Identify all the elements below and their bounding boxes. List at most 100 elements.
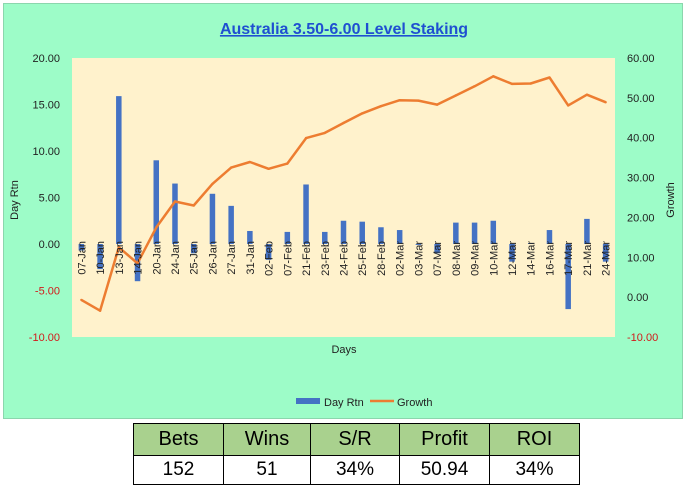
- x-tick-12-mar: 12-Mar: [507, 241, 519, 276]
- x-tick-08-mar: 08-Mar: [451, 241, 463, 276]
- bar-21-feb: [303, 184, 309, 244]
- x-tick-10-jan: 10-Jan: [95, 241, 107, 275]
- value-bets: 152: [133, 455, 224, 485]
- growth-point-20-jan: [155, 226, 158, 229]
- growth-point-24-mar: [604, 101, 607, 104]
- x-tick-26-jan: 26-Jan: [207, 241, 219, 275]
- growth-point-07-mar: [435, 103, 439, 106]
- growth-point-21-feb: [304, 136, 308, 140]
- bar-23-feb: [322, 231, 328, 244]
- left-tick-5: -5.00: [35, 286, 60, 298]
- bar-07-jan: [78, 244, 85, 251]
- x-tick-03-mar: 03-Mar: [413, 241, 425, 276]
- left-tick-4: 0.00: [39, 239, 60, 251]
- left-axis-ticks: 20.00 15.00 10.00 5.00 0.00 -5.00 -10.00: [29, 53, 60, 344]
- x-tick-27-jan: 27-Jan: [226, 241, 238, 275]
- header-bets: Bets: [133, 423, 224, 456]
- right-tick-0: 60.00: [627, 53, 655, 65]
- growth-point-16-mar: [548, 76, 551, 79]
- growth-point-24-feb: [342, 121, 345, 125]
- legend-swatch-day-rtn: [296, 398, 320, 404]
- chart-panel: Australia 3.50-6.00 Level Staking 20.00 1…: [3, 3, 683, 419]
- growth-point-08-mar: [454, 94, 458, 97]
- legend: Day Rtn Growth: [296, 397, 432, 409]
- line-series-growth: [80, 75, 607, 312]
- bar-16-mar: [546, 230, 553, 244]
- bar-09-mar: [471, 222, 478, 244]
- bar-13-jan: [116, 96, 122, 244]
- right-tick-6: 0.00: [627, 292, 648, 304]
- x-tick-24-jan: 24-Jan: [170, 241, 182, 275]
- bar-12-mar: [509, 244, 515, 262]
- bar-26-jan: [209, 193, 216, 244]
- growth-point-17-mar: [566, 104, 570, 107]
- x-tick-02-feb: 02-Feb: [264, 241, 276, 276]
- bar-10-mar: [490, 220, 497, 244]
- x-tick-28-feb: 28-Feb: [376, 241, 388, 276]
- left-tick-1: 15.00: [32, 100, 60, 112]
- bar-20-jan: [153, 160, 160, 244]
- x-tick-14-jan: 14-Jan: [133, 241, 145, 275]
- x-axis-title: Days: [331, 344, 357, 356]
- growth-point-10-jan: [98, 309, 102, 312]
- growth-point-12-mar: [510, 82, 514, 86]
- right-tick-3: 30.00: [627, 173, 655, 185]
- right-tick-5: 10.00: [627, 252, 655, 264]
- x-tick-09-mar: 09-Mar: [470, 241, 482, 276]
- plot-area: [72, 58, 615, 337]
- bar-28-feb: [378, 227, 384, 244]
- bar-07-mar: [434, 244, 440, 254]
- growth-point-09-mar: [473, 85, 476, 88]
- left-tick-3: 5.00: [39, 193, 60, 205]
- x-tick-24-mar: 24-Mar: [601, 241, 613, 276]
- left-tick-2: 10.00: [32, 146, 60, 158]
- growth-point-28-feb: [379, 105, 383, 108]
- value-wins: 51: [223, 455, 311, 485]
- bar-03-mar: [415, 244, 422, 245]
- x-tick-25-jan: 25-Jan: [189, 241, 201, 275]
- growth-point-13-jan: [117, 246, 121, 249]
- x-tick-10-mar: 10-Mar: [488, 241, 500, 276]
- x-tick-07-jan: 07-Jan: [76, 241, 88, 275]
- right-axis-ticks: 60.00 50.00 40.00 30.00 20.00 10.00 0.00 -10.00: [627, 53, 658, 344]
- right-tick-1: 50.00: [627, 93, 655, 105]
- value-profit: 50.94: [399, 455, 490, 485]
- x-tick-16-mar: 16-Mar: [545, 241, 557, 276]
- bar-24-feb: [340, 220, 347, 244]
- bar-17-mar: [565, 244, 571, 310]
- legend-label-growth: Growth: [397, 397, 432, 409]
- stats-value-row: 152 51 34% 50.94 34%: [133, 455, 580, 485]
- x-tick-25-feb: 25-Feb: [357, 241, 369, 276]
- bar-07-feb: [284, 231, 291, 244]
- x-tick-21-mar: 21-Mar: [582, 241, 594, 276]
- x-tick-31-jan: 31-Jan: [245, 241, 257, 275]
- bar-27-jan: [228, 205, 234, 244]
- growth-point-23-feb: [323, 131, 326, 135]
- x-tick-21-feb: 21-Feb: [301, 241, 313, 276]
- header-profit: Profit: [399, 423, 490, 456]
- growth-point-26-jan: [211, 182, 214, 186]
- growth-point-07-jan: [80, 298, 83, 302]
- bar-24-jan: [172, 183, 178, 244]
- value-sr: 34%: [310, 455, 400, 485]
- bar-08-mar: [453, 222, 459, 244]
- growth-point-14-jan: [136, 262, 139, 265]
- x-tick-07-mar: 07-Mar: [432, 241, 444, 276]
- x-tick-07-feb: 07-Feb: [282, 241, 294, 276]
- x-tick-14-mar: 14-Mar: [526, 241, 538, 276]
- growth-point-25-feb: [361, 112, 364, 115]
- bar-24-mar: [602, 244, 609, 262]
- legend-label-day-rtn: Day Rtn: [324, 397, 364, 409]
- growth-point-25-jan: [192, 204, 195, 207]
- bar-14-mar: [527, 243, 534, 244]
- left-tick-6: -10.00: [29, 332, 60, 344]
- growth-point-21-mar: [585, 93, 589, 96]
- growth-point-27-jan: [229, 166, 233, 169]
- bar-31-jan: [247, 230, 253, 244]
- x-tick-02-mar: 02-Mar: [395, 241, 407, 276]
- x-tick-20-jan: 20-Jan: [151, 241, 163, 275]
- chart-title: Australia 3.50-6.00 Level Staking: [220, 21, 468, 38]
- right-tick-7: -10.00: [627, 332, 658, 344]
- value-roi: 34%: [489, 455, 580, 485]
- bar-25-jan: [190, 244, 197, 254]
